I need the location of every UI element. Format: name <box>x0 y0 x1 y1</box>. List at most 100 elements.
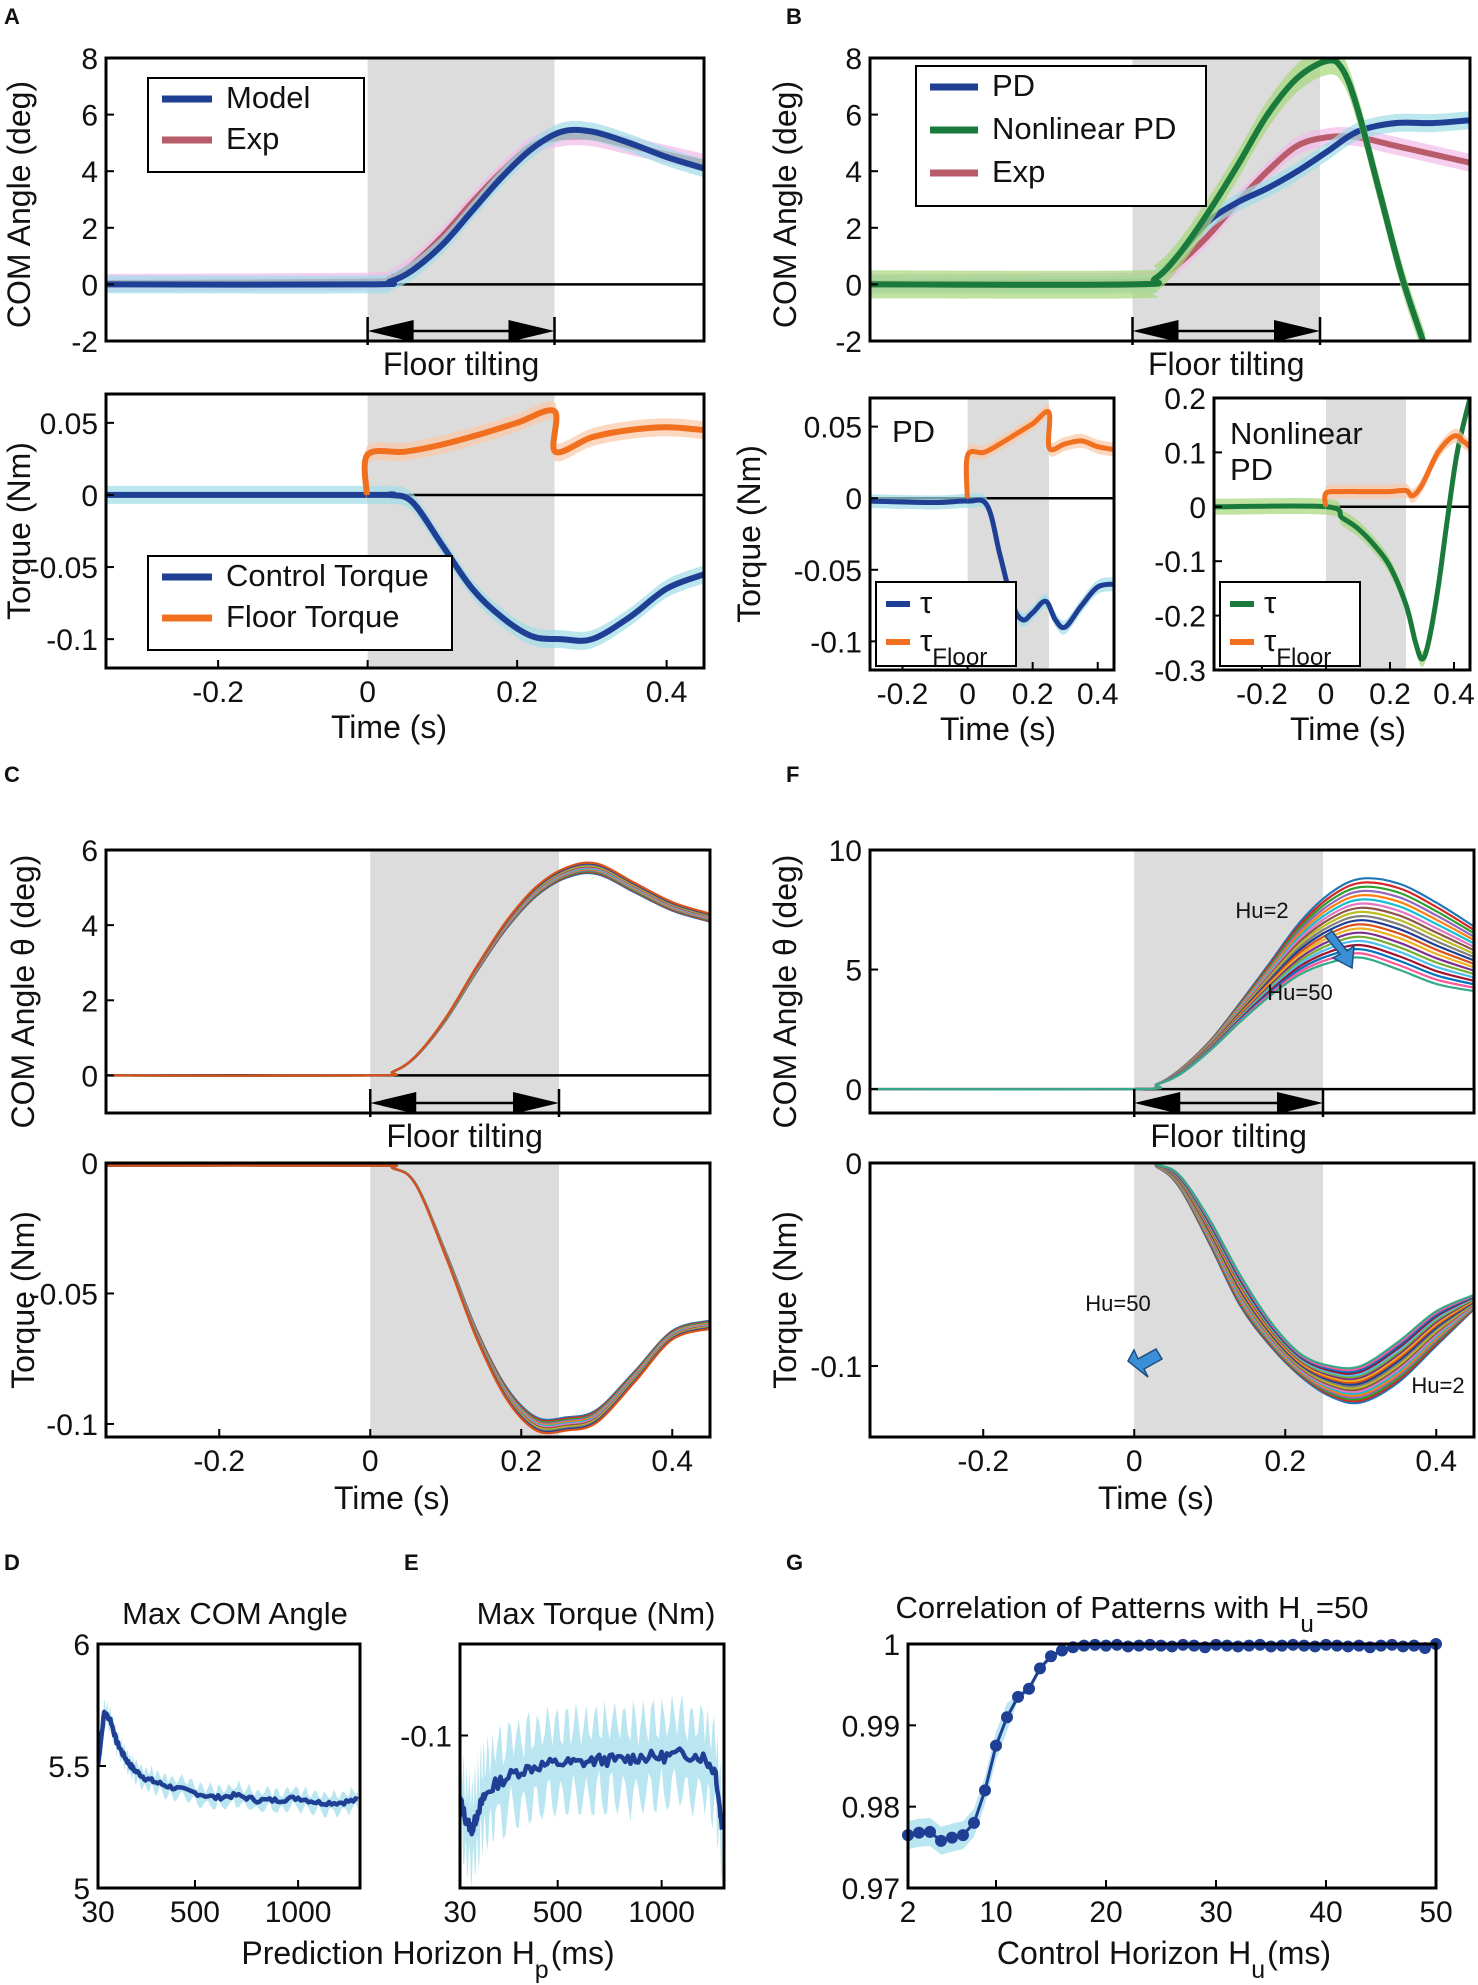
y-axis-label: COM Angle (deg) <box>1 81 37 328</box>
y-tick-label: -0.1 <box>46 1409 98 1442</box>
x-tick-label: 0.4 <box>1433 678 1475 711</box>
legend: Model Exp <box>147 77 365 173</box>
y-axis-label: Torque (Nm) <box>5 1211 41 1389</box>
y-tick-label: 6 <box>73 1629 90 1662</box>
family-curve <box>106 861 710 1077</box>
x-tick-label: 10 <box>979 1896 1012 1929</box>
panel-letter-F: F <box>786 762 799 787</box>
floor-tilt-shading <box>367 58 555 341</box>
axes-frame <box>868 56 1472 343</box>
y-tick-label: 5 <box>73 1873 90 1906</box>
x-tick-label: 1000 <box>628 1896 695 1929</box>
x-tick-label: -0.2 <box>957 1445 1009 1478</box>
legend: Control Torque Floor Torque <box>147 555 453 651</box>
data-point <box>1056 1644 1068 1657</box>
band <box>908 1644 1436 1855</box>
data-point <box>1232 1640 1244 1653</box>
annotation: Hu=2 <box>1411 1373 1464 1398</box>
panel-letter-B: B <box>786 4 802 29</box>
panel-title: Max Torque (Nm) <box>477 1596 716 1631</box>
y-tick-label: 0 <box>845 269 862 302</box>
axes-frame <box>96 1642 362 1890</box>
x-tick-label: 1000 <box>265 1896 332 1929</box>
y-tick-label: -2 <box>835 326 862 359</box>
y-tick-label: 8 <box>81 43 98 76</box>
axes-E: 30 500 1000 -0.1 Max Torque (Nm) <box>400 1596 726 1929</box>
plot-area <box>98 1698 359 1818</box>
y-tick-label: 0 <box>845 483 862 516</box>
band-Floor Torque <box>364 401 704 504</box>
plot-area <box>106 850 710 1113</box>
data-point <box>1265 1640 1277 1653</box>
plot-area <box>1214 398 1470 670</box>
data-point <box>1408 1639 1420 1652</box>
legend-label: τ <box>1264 585 1276 620</box>
axes-frame <box>906 1642 1438 1890</box>
floor-tilting-label: Floor tilting <box>386 1118 543 1154</box>
tilt-arrow-head-left <box>367 320 414 342</box>
axes-B-torque-PD: -0.2 0 0.2 0.4 -0.1 -0.05 0 0.05 PD Torque (Nm) Ti… <box>731 396 1119 747</box>
tilt-arrow-head-left <box>1134 1092 1181 1114</box>
y-axis-label: Torque (Nm) <box>731 445 767 623</box>
floor-tilt-shading <box>1134 1163 1323 1437</box>
data-point <box>1166 1640 1178 1653</box>
x-tick-label: 2 <box>900 1896 917 1929</box>
y-axis-label: COM Angle θ (deg) <box>767 855 803 1129</box>
x-tick-label: 500 <box>170 1896 220 1929</box>
x-tick-label: 50 <box>1419 1896 1452 1929</box>
y-axis-label: COM Angle (deg) <box>767 81 803 328</box>
panel-title: Max COM Angle <box>122 1596 348 1631</box>
data-point <box>979 1784 991 1797</box>
axes-frame <box>868 1161 1476 1439</box>
tilt-arrow-head-right <box>1277 1092 1323 1114</box>
y-tick-label: -0.05 <box>794 555 862 588</box>
y-tick-label: -0.05 <box>30 1278 98 1311</box>
legend-label: Exp <box>226 121 279 156</box>
plot-area <box>106 1163 710 1437</box>
axes-frame <box>868 848 1476 1115</box>
x-axis-label: Time (s) <box>331 709 447 745</box>
x-axis-label: Time (s) <box>1098 1480 1214 1516</box>
data-point <box>1221 1639 1233 1652</box>
family-curve <box>870 956 1474 1091</box>
x-tick-label: 0 <box>359 676 376 709</box>
series-line <box>908 1644 1436 1843</box>
floor-tilt-shading <box>1134 850 1323 1113</box>
band <box>460 1694 722 1888</box>
data-point <box>1034 1662 1046 1675</box>
x-tick-label: 0.2 <box>496 676 538 709</box>
panel-title: Correlation of Patterns with Hu=50 <box>896 1590 1369 1638</box>
x-tick-label: 30 <box>1199 1896 1232 1929</box>
data-point <box>1012 1690 1024 1703</box>
y-tick-label: 1 <box>883 1629 900 1662</box>
data-point <box>1001 1711 1013 1724</box>
y-tick-label: 10 <box>829 835 862 868</box>
panel-title: Nonlinear <box>1230 416 1363 451</box>
axes-F-angle: 0 5 10 Floor tilting COM Angle θ (deg) Hu=2 Hu… <box>767 835 1476 1154</box>
plot-area <box>908 1644 1436 1855</box>
x-axis-label: Prediction Horizon Hp(ms) <box>241 1935 614 1984</box>
series-Model <box>106 126 704 288</box>
plot-area <box>460 1694 724 1888</box>
panel-letter-A: A <box>4 4 20 29</box>
legend-label: Floor Torque <box>226 599 399 634</box>
panel-letter-E: E <box>404 1550 419 1575</box>
x-tick-label: 0.4 <box>1077 678 1119 711</box>
x-tick-label: 0 <box>1126 1445 1143 1478</box>
data-point <box>1133 1639 1145 1652</box>
tilt-arrow-head-left <box>1132 320 1179 342</box>
data-point <box>1122 1640 1134 1653</box>
x-tick-label: 0.4 <box>646 676 688 709</box>
data-point <box>990 1739 1002 1752</box>
data-point <box>1276 1639 1288 1652</box>
tilt-arrow-head-left <box>370 1092 417 1114</box>
annotation: Hu=50 <box>1267 980 1332 1005</box>
legend-box <box>1219 581 1361 667</box>
y-tick-label: 4 <box>81 156 98 189</box>
x-tick-label: 0 <box>1318 678 1335 711</box>
data-point <box>1298 1639 1310 1652</box>
axes-frame <box>104 56 706 343</box>
